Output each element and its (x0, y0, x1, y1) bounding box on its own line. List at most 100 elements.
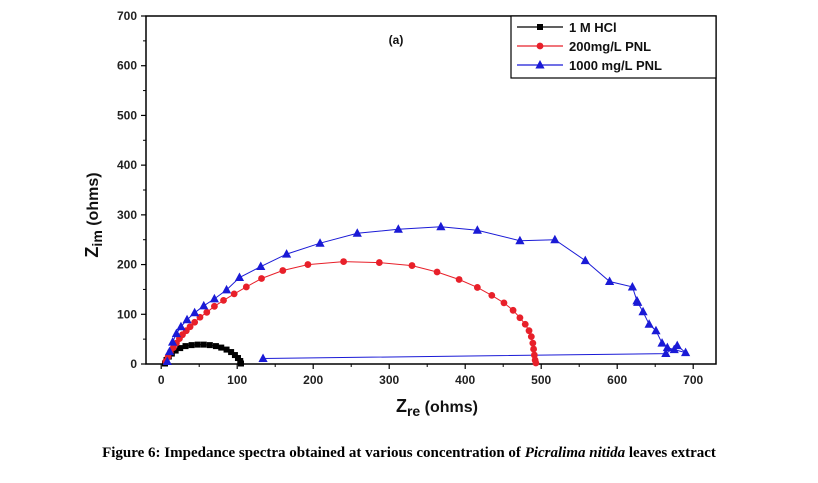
data-point-series-3 (164, 346, 175, 356)
data-point-series-3 (661, 348, 671, 358)
data-point-series-2 (203, 308, 211, 316)
data-point-series-2 (191, 318, 199, 326)
data-point-series-2 (521, 320, 529, 328)
legend-label-2: 200mg/L PNL (569, 39, 651, 54)
y-tick-label: 400 (117, 158, 137, 172)
data-point-series-3 (644, 319, 654, 328)
legend-marker-2 (536, 42, 544, 50)
data-point-series-3 (681, 347, 691, 357)
data-point-series-3 (162, 356, 172, 366)
data-point-series-3 (190, 307, 200, 317)
data-point-series-3 (633, 297, 643, 306)
data-point-series-1 (223, 346, 230, 353)
y-axis-title: Zim (ohms) (82, 172, 105, 257)
data-point-series-1 (228, 349, 235, 356)
series-line-3 (166, 226, 686, 362)
data-point-series-3 (627, 281, 637, 291)
legend-box (510, 15, 717, 79)
data-point-series-3 (580, 255, 590, 265)
data-point-series-2 (258, 275, 265, 282)
data-point-series-3 (393, 224, 403, 233)
data-point-series-3 (436, 221, 446, 231)
x-tick-label: 100 (227, 373, 247, 387)
data-point-series-3 (352, 228, 362, 237)
y-tick-label: 100 (117, 307, 137, 321)
data-point-series-3 (176, 321, 186, 331)
x-tick-label: 500 (531, 373, 551, 387)
data-point-series-1 (177, 345, 184, 352)
data-point-series-1 (200, 341, 207, 348)
x-tick-label: 600 (607, 373, 627, 387)
data-point-series-2 (527, 333, 535, 341)
data-point-series-2 (279, 267, 287, 274)
data-point-series-3 (168, 337, 178, 346)
data-point-series-3 (550, 234, 560, 244)
x-tick-label: 400 (455, 373, 475, 387)
data-point-series-1 (182, 343, 189, 350)
x-axis-title: Zre (ohms) (396, 396, 478, 419)
data-point-series-3 (651, 325, 661, 335)
data-point-series-3 (282, 249, 292, 258)
data-point-series-2 (433, 268, 441, 276)
y-tick-label: 600 (117, 59, 137, 73)
data-point-series-3 (605, 276, 615, 285)
data-point-series-3 (258, 353, 268, 363)
data-point-series-3 (662, 342, 672, 352)
data-point-series-2 (525, 327, 533, 335)
x-tick-label: 700 (683, 373, 703, 387)
data-point-series-2 (509, 306, 517, 314)
data-point-series-1 (188, 342, 195, 349)
data-point-series-2 (340, 258, 347, 265)
data-point-series-3 (472, 225, 482, 234)
data-point-series-1 (206, 342, 213, 349)
data-point-series-3 (315, 238, 325, 247)
data-point-series-2 (500, 299, 508, 307)
data-point-series-3 (234, 272, 245, 281)
y-tick-label: 300 (117, 208, 137, 222)
data-point-series-3 (171, 328, 181, 338)
data-point-series-3 (182, 314, 192, 324)
y-tick-label: 0 (130, 357, 137, 371)
data-point-series-3 (672, 340, 682, 350)
legend-marker-1 (537, 24, 543, 30)
panel-annotation: (a) (389, 33, 404, 47)
data-point-series-1 (218, 344, 225, 351)
data-point-series-3 (638, 306, 648, 316)
data-point-series-1 (238, 360, 244, 367)
data-point-series-2 (186, 323, 194, 331)
data-point-series-1 (172, 347, 179, 354)
legend-marker-3 (535, 60, 545, 69)
x-tick-label: 300 (379, 373, 399, 387)
data-point-series-2 (455, 276, 463, 283)
data-point-series-3 (209, 293, 219, 303)
data-point-series-3 (657, 338, 667, 347)
data-point-series-2 (211, 302, 218, 310)
data-point-series-2 (516, 314, 524, 322)
data-point-series-2 (304, 261, 312, 268)
data-point-series-2 (530, 345, 537, 353)
data-point-series-3 (256, 261, 266, 271)
data-point-series-1 (212, 343, 219, 350)
data-point-series-2 (242, 283, 250, 291)
y-tick-label: 700 (117, 9, 137, 23)
data-point-series-1 (231, 352, 238, 359)
data-point-series-1 (194, 341, 201, 348)
data-point-series-3 (199, 300, 209, 310)
data-point-series-2 (473, 284, 481, 291)
data-point-series-2 (408, 262, 416, 269)
data-point-series-2 (375, 259, 383, 266)
data-point-series-2 (532, 359, 540, 367)
y-tick-label: 200 (117, 258, 137, 272)
data-point-series-3 (221, 284, 232, 294)
legend-label-1: 1 M HCl (569, 20, 617, 35)
impedance-chart: 0 100 200 300 400 500 600 700 0 100 200 300 400 500 60… (82, 9, 717, 419)
y-tick-label: 500 (117, 108, 137, 122)
figure-caption: Figure 6: Impedance spectra obtained at … (102, 445, 716, 461)
x-tick-label: 0 (158, 373, 165, 387)
data-point-series-2 (529, 339, 537, 347)
data-point-series-2 (530, 351, 538, 359)
data-point-series-2 (230, 290, 238, 298)
data-point-series-2 (488, 291, 496, 299)
data-point-series-3 (515, 235, 525, 245)
